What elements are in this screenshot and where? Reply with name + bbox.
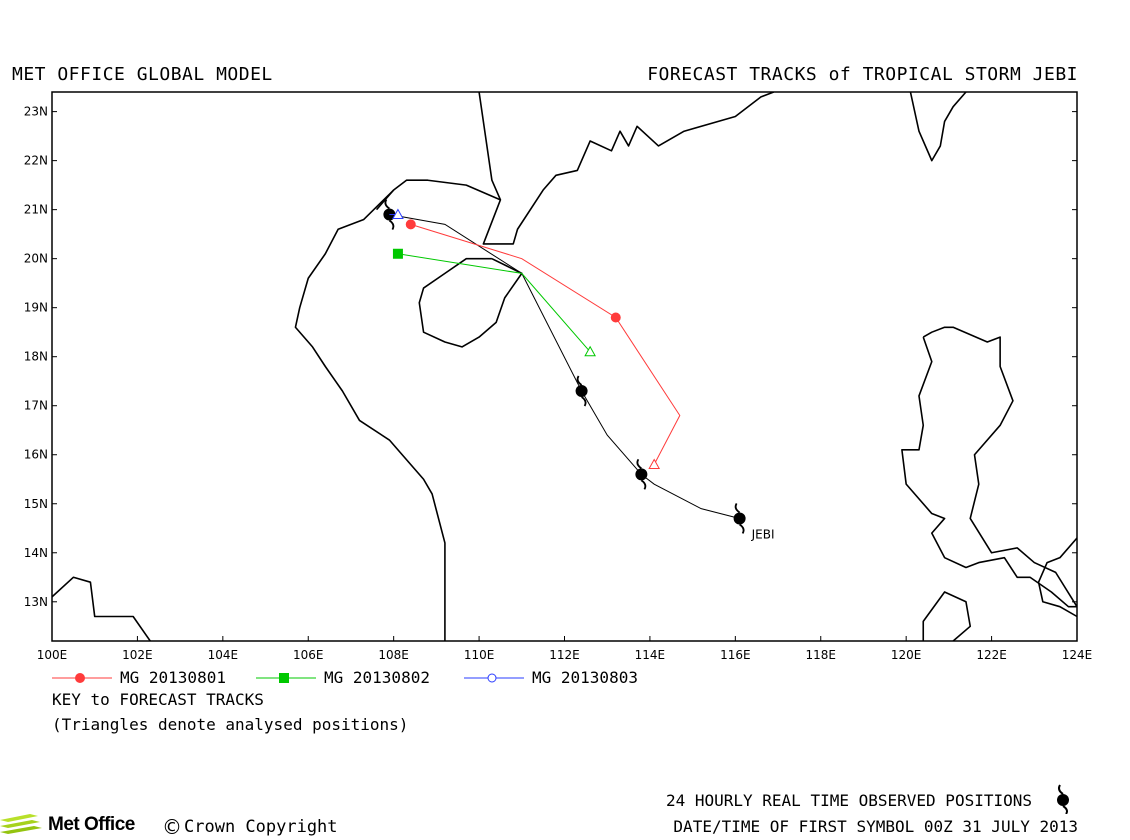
legend-green-square-icon	[256, 672, 316, 683]
coastline-layer	[52, 92, 1077, 641]
map-title-left: MET OFFICE GLOBAL MODEL	[12, 64, 273, 85]
legend-item-mg-20130802: MG 20130802	[256, 668, 430, 687]
cyclone-arm	[734, 502, 741, 514]
lat-tick-label: 14N	[24, 546, 48, 560]
observed-track-line	[389, 214, 740, 519]
met-office-logo-icon	[0, 814, 42, 834]
copyright-text: Crown Copyright	[184, 817, 338, 837]
legend-red-circle-icon	[52, 672, 112, 683]
legend-item-mg-20130803: MG 20130803	[464, 668, 638, 687]
cyclone-symbol	[733, 502, 746, 534]
cyclone-core	[733, 512, 746, 525]
analysed-position-triangle	[584, 345, 596, 357]
cyclone-arm	[581, 396, 587, 407]
lat-tick-label: 19N	[24, 301, 48, 315]
cyclone-symbol	[635, 458, 648, 490]
coastline	[375, 179, 501, 211]
lon-tick-label: 116E	[720, 648, 751, 662]
lat-tick-label: 20N	[24, 252, 48, 266]
lat-tick-label: 21N	[24, 203, 48, 217]
map-title-right: FORECAST TRACKS of TROPICAL STORM JEBI	[647, 64, 1078, 85]
forecast-marker	[392, 248, 403, 259]
legend-label: MG 20130802	[324, 668, 430, 687]
cyclone-symbol-icon	[1057, 784, 1069, 814]
observed-track-layer: JEBI	[383, 199, 775, 541]
lon-tick-label: 108E	[378, 648, 409, 662]
cyclone-arm	[576, 375, 583, 386]
lon-tick-label: 106E	[293, 648, 324, 662]
copyright-symbol: ©	[162, 815, 182, 839]
cyclone-core	[635, 468, 648, 481]
coastline	[901, 326, 1077, 608]
lon-tick-label: 110E	[464, 648, 495, 662]
lon-tick-label: 118E	[806, 648, 837, 662]
legend-key-title: KEY to FORECAST TRACKS	[52, 690, 264, 709]
legend-item-mg-20130801: MG 20130801	[52, 668, 226, 687]
coastline	[418, 257, 523, 348]
coastline	[294, 189, 446, 641]
lon-tick-label: 102E	[122, 648, 153, 662]
coastline	[1037, 537, 1077, 618]
coastline	[478, 92, 775, 245]
lat-tick-label: 18N	[24, 350, 48, 364]
cyclone-symbol	[575, 375, 588, 407]
legend-label: MG 20130801	[120, 668, 226, 687]
cyclone-arm	[384, 199, 390, 210]
cyclone-arm	[640, 479, 647, 490]
cyclone-arm	[739, 523, 745, 534]
analysed-position-triangle	[392, 208, 404, 220]
forecast-track-layer	[389, 208, 681, 470]
analysed-position-triangle	[648, 458, 661, 470]
legend-key-note: (Triangles denote analysed positions)	[52, 715, 409, 734]
legend-blue-open-circle-icon	[464, 673, 524, 682]
legend-label: MG 20130803	[532, 668, 638, 687]
lat-tick-label: 17N	[24, 399, 48, 413]
first-symbol-datetime: DATE/TIME OF FIRST SYMBOL 00Z 31 JULY 20…	[673, 817, 1078, 836]
cyclone-core	[575, 385, 588, 398]
map-frame	[51, 91, 1078, 642]
lon-tick-label: 112E	[549, 648, 580, 662]
cyclone-arm	[636, 458, 642, 470]
logo-text: Met Office	[48, 814, 135, 835]
forecast-marker	[405, 219, 416, 230]
lat-tick-label: 16N	[24, 448, 48, 462]
cyclone-arm	[388, 219, 395, 231]
lon-tick-label: 104E	[208, 648, 239, 662]
coastline	[909, 92, 967, 162]
storm-name-label: JEBI	[751, 527, 775, 541]
lat-tick-label: 22N	[24, 154, 48, 168]
lon-tick-label: 124E	[1062, 648, 1093, 662]
lat-tick-label: 13N	[24, 595, 48, 609]
coastline	[52, 576, 151, 641]
copyright-notice: © Crown Copyright	[162, 815, 338, 839]
forecast-marker	[610, 312, 621, 323]
lat-tick-label: 15N	[24, 497, 48, 511]
lon-tick-label: 100E	[37, 648, 68, 662]
lon-tick-label: 114E	[635, 648, 666, 662]
lat-tick-label: 23N	[24, 105, 48, 119]
lon-tick-label: 122E	[976, 648, 1007, 662]
lon-tick-label: 120E	[891, 648, 922, 662]
met-office-logo: Met Office	[0, 812, 135, 838]
observed-positions-note: 24 HOURLY REAL TIME OBSERVED POSITIONS	[665, 791, 1032, 810]
coastline	[922, 591, 972, 641]
forecast-track-line	[397, 253, 591, 353]
axis-layer: 100E 102E 104E 106E 108E 110E 112E 114E 116E 118E…	[24, 105, 1093, 662]
